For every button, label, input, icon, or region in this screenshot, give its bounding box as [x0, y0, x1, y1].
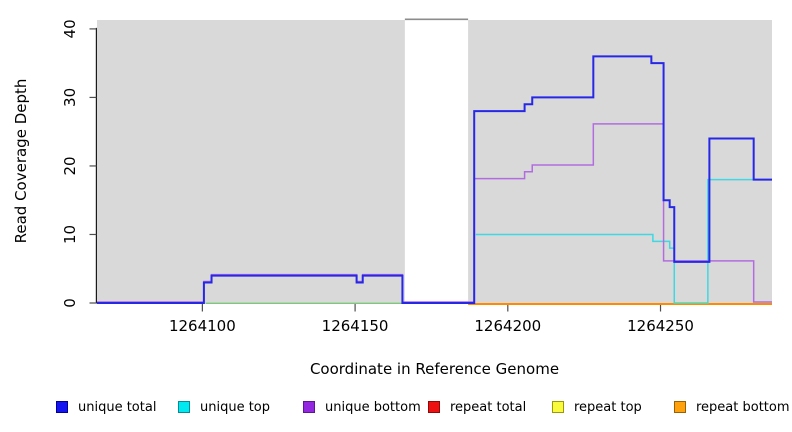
- x-tick-label: 1264200: [474, 317, 541, 335]
- legend-swatch-icon: [552, 401, 564, 413]
- legend-item-unique-bottom: unique bottom: [303, 399, 421, 415]
- legend-item-unique-top: unique top: [178, 399, 271, 415]
- x-tick-label: 1264150: [322, 317, 389, 335]
- legend-label: unique top: [200, 399, 271, 415]
- legend-swatch-icon: [303, 401, 315, 413]
- series-unique-top: [475, 178, 772, 304]
- legend-label: repeat total: [450, 399, 527, 415]
- y-axis-title: Read Coverage Depth: [12, 78, 30, 244]
- legend: unique total unique top unique bottom repea…: [0, 400, 792, 418]
- x-tick-label: 1264250: [627, 317, 694, 335]
- x-axis-title: Coordinate in Reference Genome: [309, 360, 560, 378]
- legend-item-repeat-total: repeat total: [428, 399, 527, 415]
- legend-swatch-icon: [178, 401, 190, 413]
- y-tick-label: 40: [61, 19, 79, 38]
- legend-label: unique total: [78, 399, 157, 415]
- coverage-plot: 0 10 20 30 40 1264100 1264150 1264200 1264250: [61, 18, 772, 335]
- y-tick-label: 0: [61, 298, 79, 308]
- mask-region: [468, 20, 772, 303]
- mask-region: [97, 20, 405, 303]
- y-tick-label: 30: [61, 88, 79, 107]
- y-tick-label: 20: [61, 156, 79, 175]
- legend-item-repeat-bottom: repeat bottom: [674, 399, 790, 415]
- legend-item-unique-total: unique total: [56, 399, 157, 415]
- legend-item-repeat-top: repeat top: [552, 399, 642, 415]
- series-unique-total: [97, 55, 772, 304]
- legend-label: unique bottom: [325, 399, 421, 415]
- x-tick-label: 1264100: [169, 317, 236, 335]
- legend-swatch-icon: [428, 401, 440, 413]
- y-tick-label: 10: [61, 225, 79, 244]
- legend-label: repeat top: [574, 399, 642, 415]
- legend-label: repeat bottom: [696, 399, 790, 415]
- legend-swatch-icon: [674, 401, 686, 413]
- legend-swatch-icon: [56, 401, 68, 413]
